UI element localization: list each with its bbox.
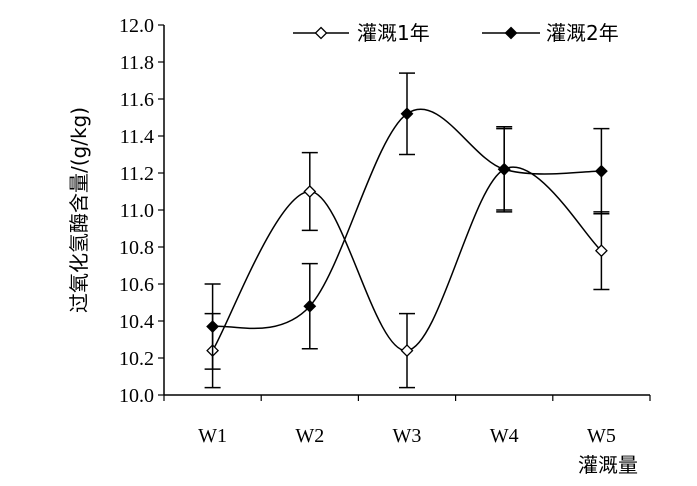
- x-axis-title: 灌溉量: [578, 453, 638, 477]
- y-ticks: 10.0 10.2 10.4 10.6 10.8 11.0 11.2 11.4 11.6 11.8…: [119, 15, 164, 407]
- y-tick-label: 10.6: [119, 274, 154, 296]
- y-tick-label: 11.6: [120, 89, 154, 111]
- filled-diamond-marker: [497, 162, 511, 176]
- series-line: [212, 108, 602, 330]
- y-tick-label: 12.0: [119, 15, 154, 37]
- open-diamond-marker: [303, 185, 317, 198]
- y-tick-label: 10.0: [119, 385, 154, 407]
- legend-label: 灌溉1年: [357, 21, 430, 45]
- open-diamond-marker: [594, 244, 608, 258]
- x-tick-label: W3: [393, 425, 422, 447]
- filled-diamond-marker: [206, 320, 220, 333]
- x-ticks: W1 W2 W3 W4 W5: [163, 395, 651, 447]
- y-tick-label: 11.2: [120, 163, 154, 185]
- legend-marker: [504, 26, 518, 40]
- x-tick-label: W5: [587, 425, 616, 447]
- series-2: [204, 72, 610, 370]
- y-tick-label: 11.4: [120, 126, 154, 148]
- filled-diamond-marker: [594, 164, 608, 178]
- y-axis-title: 过氧化氢酶含量/(g/kg): [67, 107, 91, 313]
- filled-diamond-marker: [303, 299, 317, 313]
- series-1: [204, 127, 610, 389]
- y-tick-label: 11.8: [120, 52, 154, 74]
- y-tick-label: 10.2: [119, 348, 154, 370]
- y-tick-label: 10.4: [119, 311, 154, 333]
- legend-label: 灌溉2年: [546, 21, 619, 45]
- x-tick-label: W2: [295, 425, 324, 447]
- y-tick-label: 10.8: [119, 237, 154, 259]
- x-tick-label: W4: [490, 425, 519, 447]
- legend: 灌溉1年 灌溉2年: [293, 21, 619, 45]
- y-tick-label: 11.0: [120, 200, 154, 222]
- filled-diamond-marker: [400, 107, 414, 121]
- legend-marker: [314, 26, 328, 40]
- open-diamond-marker: [400, 344, 414, 358]
- x-tick-label: W1: [198, 425, 227, 447]
- series-layer: [204, 72, 610, 389]
